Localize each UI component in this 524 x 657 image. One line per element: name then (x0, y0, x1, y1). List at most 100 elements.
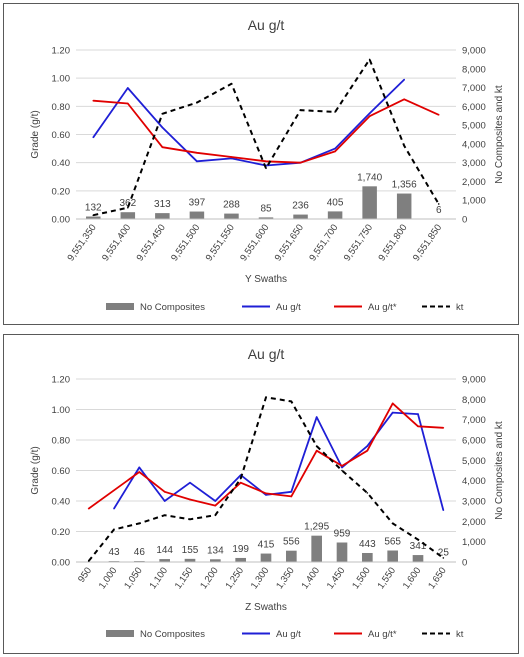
line-kt-point (92, 214, 95, 217)
line-au-gt-star-point (265, 492, 267, 495)
legend-au-gt-label: Au g/t (276, 302, 301, 313)
line-au-gt-point (368, 112, 371, 115)
line-au-gt-point (315, 416, 318, 418)
legend-au-gt-star-label: Au g/t* (368, 629, 397, 640)
y2-tick-label: 1,000 (462, 196, 486, 207)
bar-data-label: 959 (334, 529, 351, 540)
line-au-gt-star-point (92, 99, 95, 102)
line-kt-point (265, 396, 267, 399)
line-kt (93, 58, 440, 217)
x-tick-label: 9,551,550 (204, 222, 237, 263)
legend-kt-label: kt (456, 629, 464, 640)
y2-tick-label: 0 (462, 215, 467, 226)
bar-no-composites (362, 552, 373, 562)
line-au-gt-point (214, 500, 217, 502)
bar-no-composites (327, 211, 343, 219)
y2-tick-label: 5,000 (462, 456, 486, 467)
y2-tick-label: 3,000 (462, 497, 486, 508)
y2-tick-label: 2,000 (462, 177, 486, 188)
line-au-gt-point (196, 160, 198, 163)
bar-data-label: 405 (327, 197, 344, 208)
line-au-gt-star-point (161, 146, 164, 148)
bar-no-composites (120, 212, 136, 219)
bar-no-composites (412, 555, 424, 562)
line-kt-point (87, 560, 90, 562)
x-tick-label: 1,050 (122, 565, 145, 591)
x-tick-label: 1,300 (249, 565, 272, 591)
x-tick-label: 1,500 (350, 565, 373, 591)
bar-no-composites (293, 214, 308, 219)
x-axis-title: Z Swaths (245, 602, 287, 613)
line-au-gt-star-point (239, 481, 242, 484)
line-kt-point (391, 522, 394, 525)
legend-no-composites-label: No Composites (140, 629, 205, 640)
x-tick-label: 1,000 (97, 565, 120, 591)
bar-data-label: 565 (384, 537, 401, 548)
bar-data-label: 341 (410, 541, 427, 552)
line-kt-point (265, 167, 267, 170)
line-kt-point (161, 113, 164, 115)
x-tick-label: 9,551,500 (169, 222, 202, 263)
line-kt-point (315, 445, 318, 447)
y-tick-label: 0.40 (52, 158, 71, 169)
bar-no-composites (311, 535, 322, 562)
bar-data-label: 25 (438, 547, 450, 558)
bar-data-label: 155 (182, 545, 199, 556)
line-kt-point (290, 400, 293, 403)
y2-tick-label: 8,000 (462, 64, 486, 75)
y2-axis-title: No Composites and kt (494, 421, 505, 520)
line-kt-point (163, 514, 166, 517)
line-au-gt-star-point (138, 471, 141, 473)
bar-data-label: 556 (283, 537, 300, 548)
bar-data-label: 236 (292, 201, 309, 212)
line-au-gt-point (161, 126, 164, 129)
bar-data-label: 144 (156, 545, 173, 556)
chart-title: Au g/t (248, 17, 285, 33)
bar-data-label: 415 (258, 540, 275, 551)
line-kt-point (189, 518, 191, 521)
line-au-gt-star-point (437, 113, 440, 116)
line-au-gt-point (163, 500, 166, 502)
y-tick-label: 0.20 (52, 186, 71, 197)
y2-tick-label: 9,000 (462, 375, 486, 386)
x-tick-label: 9,551,600 (238, 222, 271, 263)
x-tick-label: 9,551,650 (273, 222, 306, 263)
bar-no-composites (86, 216, 101, 219)
y-tick-label: 0.40 (52, 497, 71, 508)
x-tick-label: 9,551,400 (100, 222, 133, 263)
y2-tick-label: 1,000 (462, 537, 486, 548)
y2-tick-label: 9,000 (462, 46, 486, 57)
line-au-gt-star-point (417, 425, 419, 428)
line-au-gt-point (391, 411, 394, 414)
line-au-gt-star-point (368, 115, 371, 117)
x-tick-label: 1,450 (325, 565, 348, 591)
bar-no-composites (210, 559, 221, 562)
line-au-gt-star-point (196, 152, 198, 154)
line-kt-point (230, 83, 233, 85)
bar-no-composites (286, 550, 297, 562)
x-tick-label: 950 (76, 565, 94, 584)
y2-tick-label: 4,000 (462, 139, 486, 150)
bar-data-label: 362 (119, 198, 136, 209)
bar-data-label: 288 (223, 200, 240, 211)
line-au-gt (92, 78, 405, 167)
bar-no-composites (260, 553, 272, 562)
line-au-gt-point (334, 147, 336, 150)
y2-tick-label: 6,000 (462, 102, 486, 113)
bar-data-label: 443 (359, 539, 376, 550)
chart-y-swaths: Au g/t 0.00 0.20 0.40 0.60 0.80 1.00 1.20 0 1,000… (30, 17, 505, 313)
line-au-gt-star-point (403, 98, 405, 101)
y-axis-title: Grade (g/t) (30, 110, 41, 158)
line-kt-point (299, 109, 302, 111)
y-tick-label: 1.00 (52, 405, 71, 416)
line-au-gt-star-point (315, 449, 318, 452)
line-au-gt-star-point (299, 161, 302, 164)
line-au-gt-star (88, 402, 444, 510)
legend-no-composites-swatch (106, 303, 134, 310)
line-kt-point (442, 557, 445, 559)
line-au-gt-star-point (334, 150, 336, 153)
bar-data-label: 43 (108, 547, 120, 558)
y-axis-title: Grade (g/t) (30, 446, 41, 494)
line-au-gt-point (189, 481, 191, 484)
bar-data-label: 134 (207, 545, 224, 556)
